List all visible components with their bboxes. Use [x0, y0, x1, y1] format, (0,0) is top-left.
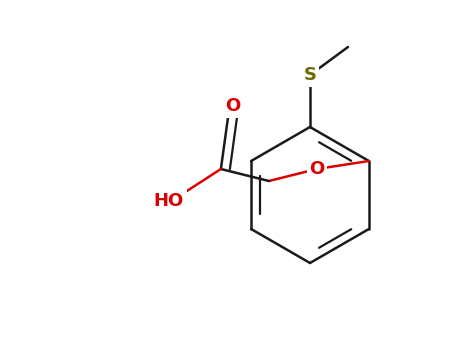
Text: HO: HO — [154, 192, 184, 210]
Text: O: O — [309, 160, 324, 178]
Text: S: S — [303, 66, 317, 84]
Text: O: O — [225, 97, 241, 115]
